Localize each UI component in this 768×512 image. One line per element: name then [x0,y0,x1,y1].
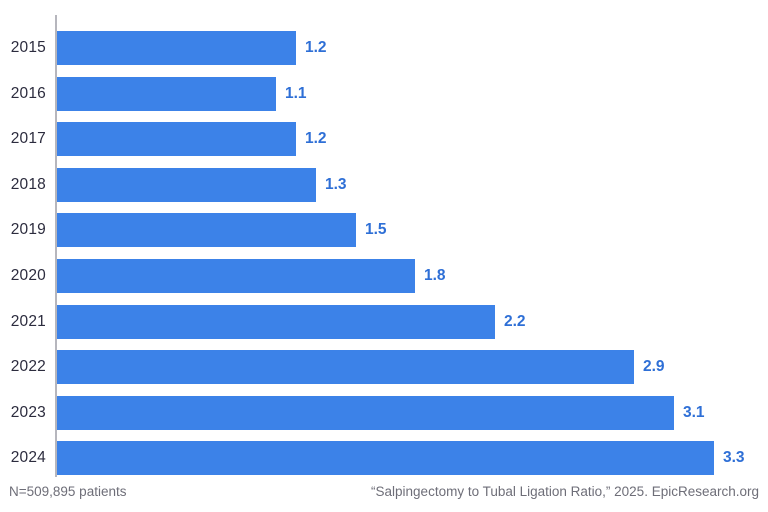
value-label-2022: 2.9 [643,358,665,375]
source-citation: “Salpingectomy to Tubal Ligation Ratio,”… [371,484,759,499]
bar-2017[interactable] [57,122,296,156]
bar-row-2016: 2016 1.1 [0,77,768,111]
bar-row-2020: 2020 1.8 [0,259,768,293]
bar-row-2018: 2018 1.3 [0,168,768,202]
bar-2024[interactable] [57,441,714,475]
bar-row-2022: 2022 2.9 [0,350,768,384]
y-axis-label-2022: 2022 [10,358,46,375]
sample-size-note: N=509,895 patients [9,484,127,499]
y-axis-label-2020: 2020 [10,267,46,284]
value-label-2016: 1.1 [285,85,307,102]
value-label-2017: 1.2 [305,130,327,147]
y-axis-label-2019: 2019 [10,221,46,238]
bar-2018[interactable] [57,168,316,202]
chart-footer: N=509,895 patients “Salpingectomy to Tub… [0,483,768,500]
value-label-2018: 1.3 [325,176,347,193]
bar-row-2017: 2017 1.2 [0,122,768,156]
bar-2022[interactable] [57,350,634,384]
value-label-2024: 3.3 [723,449,745,466]
bar-row-2015: 2015 1.2 [0,31,768,65]
bar-2021[interactable] [57,305,495,339]
bar-row-2019: 2019 1.5 [0,213,768,247]
y-axis-label-2016: 2016 [10,85,46,102]
value-label-2020: 1.8 [424,267,446,284]
y-axis-label-2024: 2024 [10,449,46,466]
y-axis-line [55,15,57,477]
value-label-2023: 3.1 [683,404,705,421]
y-axis-label-2015: 2015 [10,39,46,56]
bar-2020[interactable] [57,259,415,293]
value-label-2021: 2.2 [504,313,526,330]
y-axis-label-2017: 2017 [10,130,46,147]
bar-2023[interactable] [57,396,674,430]
bar-row-2023: 2023 3.1 [0,396,768,430]
bar-2019[interactable] [57,213,356,247]
y-axis-label-2021: 2021 [10,313,46,330]
y-axis-label-2018: 2018 [10,176,46,193]
bar-2015[interactable] [57,31,296,65]
bar-row-2024: 2024 3.3 [0,441,768,475]
y-axis-label-2023: 2023 [10,404,46,421]
value-label-2019: 1.5 [365,221,387,238]
bar-row-2021: 2021 2.2 [0,305,768,339]
value-label-2015: 1.2 [305,39,327,56]
bar-2016[interactable] [57,77,276,111]
